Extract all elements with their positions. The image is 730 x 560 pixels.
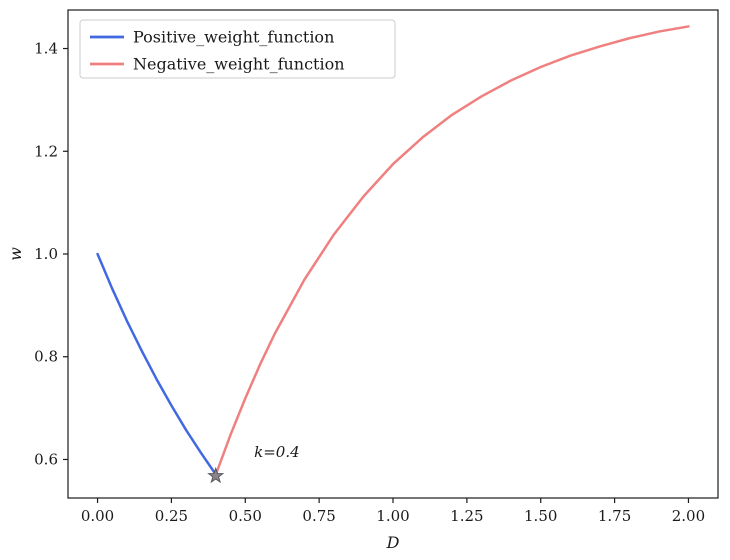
y-tick-label: 0.6 — [34, 450, 58, 468]
y-axis-label: w — [6, 247, 25, 261]
y-tick-label: 1.4 — [34, 40, 58, 58]
annotation-k-label: k=0.4 — [254, 443, 300, 461]
x-tick-label: 0.25 — [155, 507, 188, 525]
min-point-star-marker — [207, 466, 225, 484]
y-tick-label: 1.0 — [34, 245, 58, 263]
x-tick-label: 2.00 — [672, 507, 705, 525]
x-axis-label: D — [386, 533, 400, 552]
x-tick-label: 1.25 — [450, 507, 483, 525]
legend-box — [79, 19, 396, 79]
legend-label: Negative_weight_function — [133, 55, 345, 74]
line-negative-weight-function — [214, 25, 690, 477]
y-tick-label: 0.8 — [34, 348, 58, 366]
x-tick-label: 0.75 — [302, 507, 335, 525]
legend-label: Positive_weight_function — [133, 28, 334, 47]
x-tick-label: 1.50 — [524, 507, 557, 525]
x-tick-label: 1.00 — [376, 507, 409, 525]
x-tick-label: 0.00 — [81, 507, 114, 525]
x-tick-label: 1.75 — [598, 507, 631, 525]
y-tick-label: 1.2 — [34, 142, 58, 160]
legend: Positive_weight_function Negative_weight_… — [79, 19, 396, 79]
line-positive-weight-function — [96, 252, 217, 476]
x-tick-label: 0.50 — [229, 507, 262, 525]
plot-border — [67, 9, 719, 499]
